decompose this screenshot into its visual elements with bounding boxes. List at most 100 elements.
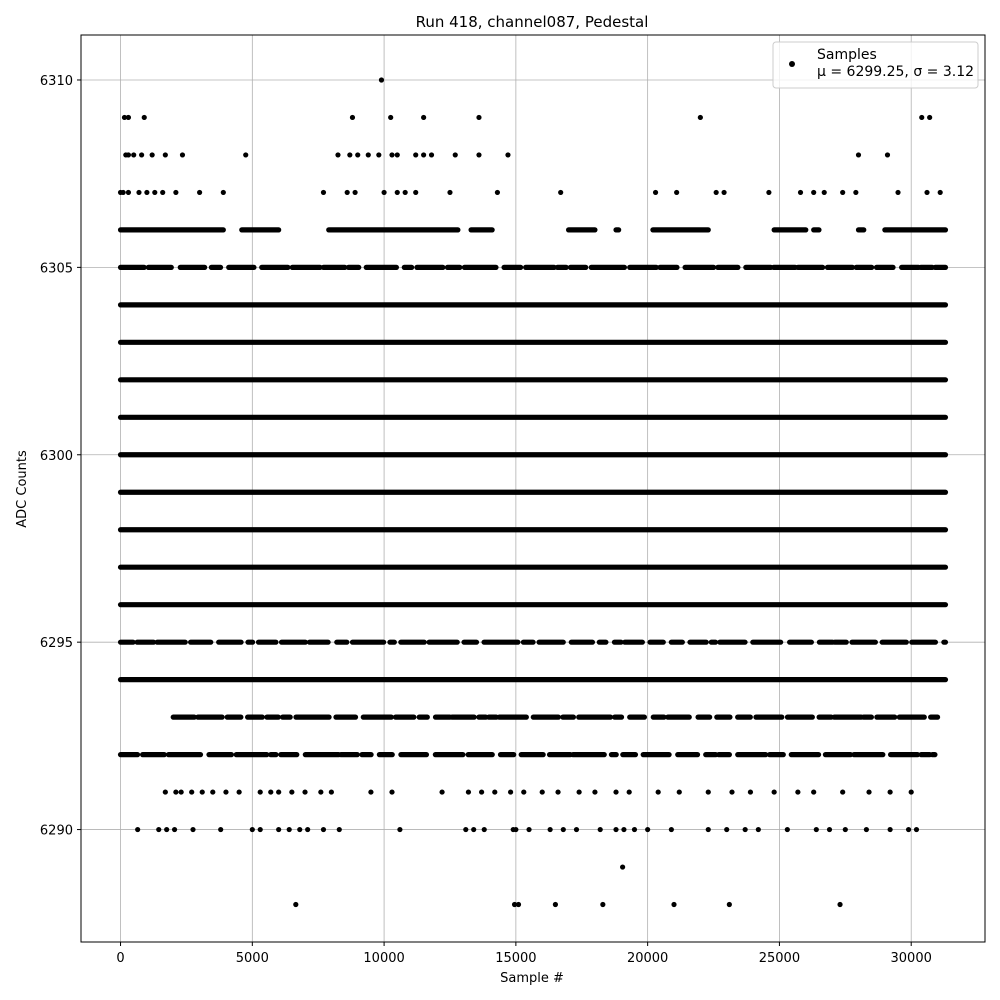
data-point: [218, 826, 224, 833]
data-point: [507, 789, 514, 795]
data-point: [755, 826, 761, 833]
data-point: [344, 189, 350, 196]
data-point: [895, 189, 901, 196]
data-point: [766, 189, 772, 196]
data-point: [125, 152, 132, 158]
data-point: [697, 114, 703, 121]
data-point: [249, 826, 255, 833]
data-point: [428, 152, 435, 158]
data-point: [840, 789, 846, 795]
legend-stats-label: μ = 6299.25, σ = 3.12: [817, 64, 974, 80]
data-point: [378, 77, 385, 83]
data-point: [826, 826, 833, 833]
data-point: [655, 789, 661, 795]
data-point: [573, 826, 580, 833]
data-point: [547, 826, 553, 833]
data-point: [318, 789, 324, 795]
data-point: [795, 789, 801, 795]
data-point: [729, 789, 735, 795]
y-tick-label: 6295: [40, 636, 73, 651]
data-point: [136, 189, 142, 196]
data-point: [905, 826, 912, 833]
data-point: [721, 189, 727, 196]
data-point: [156, 826, 162, 833]
data-point: [837, 901, 843, 908]
data-point: [668, 826, 674, 833]
data-point: [481, 826, 487, 833]
data-point: [479, 789, 485, 795]
data-point: [866, 789, 872, 795]
x-tick-label: 15000: [495, 951, 536, 966]
data-point: [505, 152, 511, 158]
data-point: [276, 826, 282, 833]
data-point: [511, 901, 518, 908]
data-point: [471, 826, 477, 833]
data-point: [887, 826, 893, 833]
data-point: [613, 826, 619, 833]
data-point: [676, 789, 682, 795]
data-point: [853, 189, 859, 196]
data-point: [521, 789, 527, 795]
chart-title: Run 418, channel087, Pedestal: [416, 13, 649, 31]
data-point: [365, 152, 371, 158]
data-point: [842, 826, 848, 833]
data-point: [813, 826, 819, 833]
x-axis-label: Sample #: [500, 971, 564, 986]
data-point: [135, 826, 141, 833]
data-point: [513, 826, 519, 833]
data-point: [368, 789, 374, 795]
plot-area-frame: [80, 34, 986, 943]
data-point: [152, 189, 158, 196]
data-point: [179, 152, 186, 158]
data-point: [463, 826, 469, 833]
data-point: [705, 789, 711, 795]
y-tick-label: 6300: [40, 449, 73, 464]
data-point: [355, 152, 361, 158]
data-point: [257, 826, 263, 833]
y-tick-label: 6305: [40, 261, 73, 276]
data-point: [320, 826, 327, 833]
data-point: [336, 826, 342, 833]
data-point: [162, 152, 168, 158]
legend-box: [772, 41, 979, 89]
data-point: [199, 789, 205, 795]
data-point: [726, 901, 732, 908]
data-point: [190, 826, 196, 833]
data-point: [631, 826, 638, 833]
data-point: [293, 901, 299, 908]
data-point: [160, 189, 166, 196]
data-points: [117, 77, 949, 908]
data-point: [197, 189, 203, 196]
data-point: [173, 189, 179, 196]
data-point: [908, 789, 914, 795]
data-point: [560, 826, 566, 833]
data-point: [855, 152, 862, 158]
data-point: [125, 114, 132, 121]
data-point: [289, 789, 295, 795]
y-axis-ticks: 6290 6295 6300 6305 6310: [40, 74, 81, 839]
data-point: [210, 789, 216, 795]
data-point: [494, 189, 501, 196]
data-point: [705, 826, 711, 833]
data-point: [937, 189, 943, 196]
data-point: [742, 826, 748, 833]
data-point: [671, 901, 677, 908]
data-point: [144, 189, 150, 196]
data-point: [413, 189, 419, 196]
data-point: [189, 789, 195, 795]
data-point: [821, 189, 827, 196]
data-point: [465, 789, 472, 795]
data-point: [558, 189, 564, 196]
data-point: [811, 189, 817, 196]
data-point: [555, 789, 561, 795]
data-point: [674, 189, 680, 196]
data-point: [620, 864, 626, 870]
data-point: [592, 789, 598, 795]
data-point: [320, 189, 327, 196]
y-axis-label: ADC Counts: [15, 450, 30, 528]
data-point: [220, 189, 226, 196]
data-point: [125, 189, 132, 196]
data-point: [164, 826, 170, 833]
data-point: [811, 789, 817, 795]
grid-lines: [81, 35, 985, 942]
